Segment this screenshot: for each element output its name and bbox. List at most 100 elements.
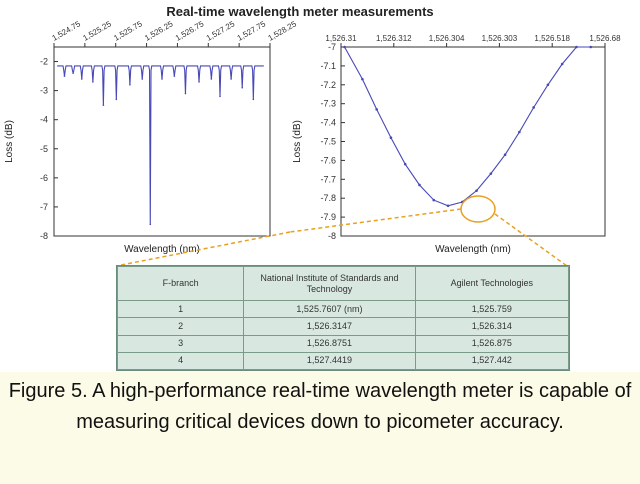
data-point [446, 204, 450, 208]
x-tick-label: 1,526.518 [534, 34, 570, 43]
y-tick-label: -7.4 [320, 118, 336, 128]
dip-point [141, 78, 144, 80]
table-row: 4 1,527.4419 1,527.442 [116, 351, 570, 371]
y-axis-label: Loss (dB) [292, 120, 303, 163]
y-tick-label: -5 [40, 144, 48, 154]
x-axis-label: Wavelength (nm) [435, 244, 511, 255]
y-tick-label: -7.7 [320, 174, 336, 184]
zoom-line [344, 46, 591, 207]
y-tick-label: -3 [40, 86, 48, 96]
x-tick-label: 1,526.75 [174, 19, 206, 43]
dip-point [210, 78, 213, 80]
figure-title: Real-time wavelength meter measurements [166, 4, 433, 19]
spectrum-line [57, 65, 264, 225]
zoom-connector-line [289, 208, 462, 233]
x-tick-label: 1,526.68 [589, 34, 621, 43]
dip-point [198, 81, 200, 83]
y-tick-label: -7.1 [320, 61, 336, 71]
y-tick-label: -2 [40, 57, 48, 67]
data-point [418, 183, 421, 187]
table-cell: 2 [116, 317, 245, 336]
dip-point [184, 92, 187, 95]
y-tick-label: -4 [40, 115, 48, 125]
data-point [375, 108, 378, 111]
table-row: 1 1,525.7607 (nm) 1,525.759 [116, 299, 570, 319]
table-cell: 1,525.759 [414, 299, 570, 319]
y-tick-label: -8 [328, 231, 336, 241]
data-point [361, 77, 364, 81]
table-cell: 3 [116, 334, 245, 353]
dip-point [63, 75, 66, 77]
dip-point [219, 95, 221, 98]
table-cell: 1,526.875 [414, 334, 570, 353]
table-cell: 1,527.442 [414, 351, 570, 371]
x-tick-label: 1,526.31 [325, 34, 357, 43]
data-point [532, 106, 535, 109]
table-cell: 4 [116, 351, 245, 371]
y-tick-label: -7.3 [320, 99, 336, 109]
data-point [546, 83, 550, 87]
dip-point [173, 75, 176, 77]
x-tick-label: 1,525.75 [112, 19, 144, 43]
data-point [560, 62, 564, 66]
table-cell: 1,526.314 [414, 317, 570, 336]
loss-zoom-chart: -7 -7.1 -7.2 -7.3 -7.4 -7.5 -7.6 -7.7 -7.8 -7.9 -8… [292, 34, 621, 255]
table-cell: 1,526.8751 [243, 334, 416, 353]
loss-spectrum-chart: -2-3-4-5-6-7-81,524.75 1,525.25 1,525.75 1,… [4, 19, 298, 255]
table-row: 3 1,526.8751 1,526.875 [116, 334, 570, 353]
measurement-table: F-branch National Institute of Standards… [116, 265, 570, 371]
column-header: National Institute of Standards and Tech… [243, 266, 416, 301]
plot-frame [340, 46, 606, 237]
data-point [575, 45, 578, 49]
dip-point [230, 78, 232, 80]
table-cell: 1,525.7607 (nm) [243, 299, 416, 319]
y-tick-label: -7.8 [320, 193, 336, 203]
x-tick-label: 1,524.75 [51, 19, 83, 43]
data-point [389, 136, 393, 140]
dip-point [241, 86, 244, 89]
x-tick-label: 1,526.25 [143, 19, 175, 43]
zoom-connector-line [115, 231, 291, 267]
data-point [518, 130, 521, 134]
x-tick-label: 1,526.312 [376, 34, 412, 43]
column-header: F-branch [116, 266, 245, 301]
caption-background [0, 372, 640, 484]
y-axis-label: Loss (dB) [4, 120, 15, 163]
dip-point [252, 98, 255, 101]
dip-point [115, 98, 118, 101]
dip-point [149, 223, 152, 226]
x-tick-label: 1,527.75 [236, 19, 268, 43]
x-tick-label: 1,528.25 [267, 19, 299, 43]
dip-point [102, 104, 105, 106]
data-point [503, 153, 507, 157]
x-tick-label: 1,525.25 [81, 19, 113, 43]
data-point [403, 162, 407, 166]
y-tick-label: -7 [328, 42, 336, 52]
y-tick-label: -7 [40, 202, 48, 212]
y-tick-label: -7.6 [320, 155, 336, 165]
dip-point [72, 72, 74, 74]
table-cell: 1,526.3147 [243, 317, 416, 336]
dip-point [161, 78, 163, 80]
table-row: 2 1,526.3147 1,526.314 [116, 317, 570, 336]
data-point [489, 172, 493, 175]
x-tick-label: 1,526.304 [429, 34, 465, 43]
x-tick-label: 1,527.25 [205, 19, 237, 43]
data-point [589, 45, 593, 49]
dip-point [129, 84, 131, 86]
data-point [432, 198, 436, 202]
y-tick-label: -8 [40, 231, 48, 241]
data-point [475, 189, 478, 192]
column-header: Agilent Technologies [414, 266, 570, 301]
y-tick-label: -7.5 [320, 137, 336, 147]
figure-caption: Figure 5. A high-performance real-time w… [8, 380, 632, 433]
table-header-row: F-branch National Institute of Standards… [116, 266, 570, 301]
dip-point [80, 78, 83, 80]
y-tick-label: -7.9 [320, 212, 336, 222]
zoom-connector-line [494, 213, 568, 267]
y-tick-label: -7.2 [320, 80, 336, 90]
table-cell: 1,527.4419 [243, 351, 416, 371]
y-tick-label: -6 [40, 173, 48, 183]
x-tick-label: 1,526.303 [482, 34, 518, 43]
data-point [343, 45, 346, 49]
